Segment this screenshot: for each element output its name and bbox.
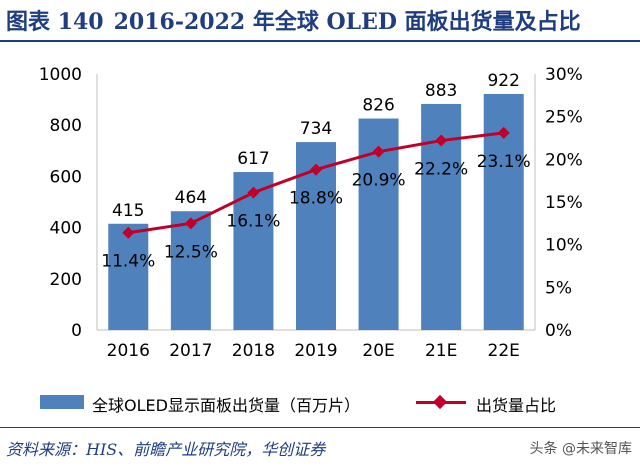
title-bar: 图表 140 2016-2022 年全球 OLED 面板出货量及占比 (0, 0, 640, 42)
share-marker (435, 134, 448, 147)
share-marker (184, 217, 197, 230)
share-marker (497, 126, 510, 139)
y-right-tick-label: 10% (545, 236, 583, 256)
bar-value-label: 464 (175, 188, 207, 208)
legend-diamond-marker (432, 394, 448, 410)
share-marker (372, 145, 385, 158)
bar-value-label: 734 (300, 119, 332, 139)
x-tick-label: 22E (488, 341, 520, 361)
y-right-tick-label: 20% (545, 150, 583, 170)
bar-value-label: 415 (112, 201, 144, 221)
source-divider (0, 427, 640, 428)
bar (170, 211, 211, 330)
figure-title: 2016-2022 年全球 OLED 面板出货量及占比 (113, 9, 581, 35)
x-tick-label: 2017 (169, 341, 212, 361)
share-value-label: 18.8% (289, 189, 343, 209)
share-marker (247, 186, 260, 199)
bar-value-label: 617 (237, 149, 269, 169)
share-value-label: 22.2% (414, 160, 468, 180)
legend-bar-label: 全球OLED显示面板出货量（百万片） (92, 396, 360, 415)
chart-title: 图表 140 2016-2022 年全球 OLED 面板出货量及占比 (6, 4, 591, 36)
share-marker (122, 226, 135, 239)
y-right-tick-label: 15% (545, 193, 583, 213)
y-left-tick-label: 0 (71, 321, 82, 341)
bar (108, 223, 149, 330)
share-marker (310, 163, 322, 176)
figure-number: 图表 140 (6, 9, 104, 35)
watermark: 头条 @未来智库 (529, 441, 632, 457)
combo-chart: 0 200 400 600 800 1000 0% 5% 10% 15% 20% 25% 30% 415 4… (39, 65, 583, 361)
x-tick-label: 2019 (294, 341, 337, 361)
y-left-tick-label: 800 (50, 116, 82, 136)
legend: 全球OLED显示面板出货量（百万片） 出货量占比 (40, 392, 640, 415)
x-tick-label: 21E (425, 341, 457, 361)
y-right-tick-label: 5% (545, 278, 572, 298)
bar-value-label: 826 (362, 96, 394, 116)
source-note: 资料来源：HIS、前瞻产业研究院，华创证券 (6, 440, 326, 459)
share-value-label: 20.9% (352, 171, 406, 191)
y-right-tick-label: 30% (545, 65, 583, 85)
legend-bar-swatch (40, 395, 84, 409)
share-value-label: 12.5% (164, 242, 218, 262)
x-tick-label: 2016 (107, 341, 150, 361)
y-left-tick-label: 400 (50, 219, 82, 239)
share-value-label: 23.1% (477, 152, 531, 172)
share-value-label: 16.1% (226, 212, 280, 232)
x-tick-label: 20E (362, 341, 394, 361)
y-left-tick-label: 200 (50, 270, 82, 290)
bar-value-label: 883 (425, 81, 457, 101)
x-tick-label: 2018 (232, 341, 275, 361)
y-right-tick-label: 0% (545, 321, 572, 341)
bar-value-label: 922 (487, 71, 519, 91)
legend-line-label: 出货量占比 (476, 396, 557, 415)
y-right-tick-label: 25% (545, 108, 583, 128)
y-left-tick-label: 1000 (39, 65, 82, 85)
y-left-tick-label: 600 (50, 167, 82, 187)
share-value-label: 11.4% (101, 252, 155, 272)
